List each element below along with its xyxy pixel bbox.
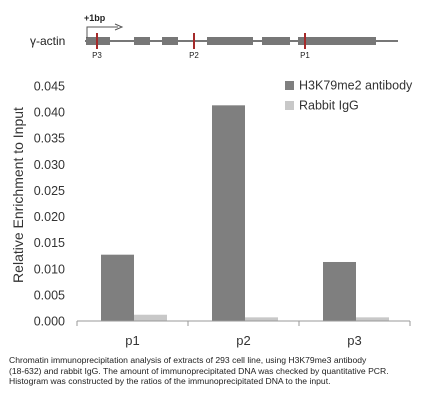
legend: H3K79me2 antibody Rabbit IgG bbox=[285, 79, 413, 113]
x-axis-labels: p1 p2 p3 bbox=[125, 333, 361, 348]
tss-label: +1bp bbox=[84, 13, 106, 23]
y-tick-label: 0.030 bbox=[34, 158, 65, 172]
exon-3 bbox=[162, 37, 178, 45]
bar-p1-series-1 bbox=[101, 254, 134, 321]
y-tick-label: 0.035 bbox=[34, 132, 65, 146]
y-tick-label: 0.010 bbox=[34, 262, 65, 276]
legend-label-2: Rabbit IgG bbox=[299, 99, 359, 113]
exon-6 bbox=[298, 37, 376, 45]
bar-chart: Relative Enrichment to Input 0.0000.0050… bbox=[10, 79, 413, 349]
gene-diagram: γ-actin +1bp P3 P2 P1 bbox=[30, 13, 398, 60]
primer-label-p1: P1 bbox=[300, 51, 310, 60]
bar-p3-series-2 bbox=[356, 317, 389, 321]
figure-caption: Chromatin immunoprecipitation analysis o… bbox=[9, 355, 419, 387]
primer-label-p2: P2 bbox=[189, 51, 199, 60]
legend-swatch-1 bbox=[285, 81, 294, 90]
y-axis-label: Relative Enrichment to Input bbox=[10, 107, 26, 283]
gene-name: γ-actin bbox=[30, 34, 65, 48]
exon-5 bbox=[262, 37, 290, 45]
y-tick-label: 0.025 bbox=[34, 184, 65, 198]
x-tick-label-p3: p3 bbox=[347, 333, 361, 348]
caption-line-1: Chromatin immunoprecipitation analysis o… bbox=[9, 355, 367, 365]
y-tick-label: 0.040 bbox=[34, 106, 65, 120]
y-tick-label: 0.000 bbox=[34, 315, 65, 329]
exon-4 bbox=[207, 37, 253, 45]
bar-p1-series-2 bbox=[134, 314, 167, 321]
x-axis-ticks bbox=[76, 321, 411, 326]
primer-label-p3: P3 bbox=[92, 51, 102, 60]
tss-arrowhead-icon bbox=[114, 23, 124, 31]
y-tick-label: 0.045 bbox=[34, 80, 65, 94]
bars bbox=[101, 105, 389, 321]
x-tick-label-p1: p1 bbox=[125, 333, 139, 348]
legend-swatch-2 bbox=[285, 101, 294, 110]
x-tick-label-p2: p2 bbox=[236, 333, 250, 348]
legend-label-1: H3K79me2 antibody bbox=[299, 79, 413, 93]
y-axis-ticks: 0.000 0.005 0.010 0.015 0.020 0.025 0.030 0.035… bbox=[34, 80, 65, 329]
y-tick-label: 0.020 bbox=[34, 210, 65, 224]
exon-2 bbox=[134, 37, 150, 45]
bar-p3-series-1 bbox=[323, 261, 356, 321]
tss-arrow-icon bbox=[86, 26, 118, 38]
caption-line-3: Histogram was constructed by the ratios … bbox=[9, 376, 331, 386]
y-tick-label: 0.005 bbox=[34, 288, 65, 302]
bar-p2-series-2 bbox=[245, 317, 278, 321]
caption-line-2: (18-632) and rabbit IgG. The amount of i… bbox=[9, 365, 389, 376]
y-tick-label: 0.015 bbox=[34, 236, 65, 250]
bar-p2-series-1 bbox=[212, 105, 245, 321]
